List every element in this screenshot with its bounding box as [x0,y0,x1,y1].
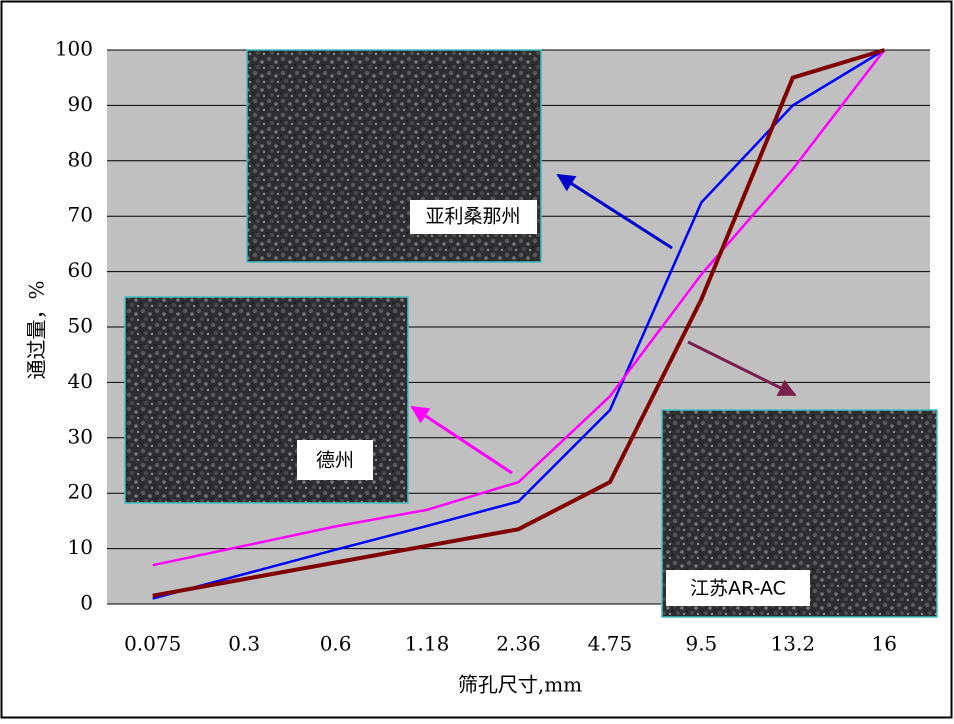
y-tick-label: 40 [68,369,93,393]
photo-label: 德州 [316,450,354,472]
y-axis-title: 通过量，% [25,280,49,379]
x-tick-label: 16 [872,632,897,656]
y-tick-label: 50 [68,314,93,338]
x-tick-label: 0.6 [320,632,352,656]
y-tick-label: 90 [68,92,93,116]
x-tick-label: 1.18 [405,632,450,656]
y-tick-label: 20 [68,480,93,504]
x-tick-label: 2.36 [496,632,541,656]
x-tick-label: 9.5 [685,632,717,656]
photo-label: 亚利桑那州 [425,206,520,228]
x-axis-title: 筛孔尺寸,mm [458,673,582,697]
photo-label: 江苏AR-AC [690,578,786,600]
x-tick-label: 0.075 [124,632,181,656]
chart: 亚利桑那州 德州 江苏AR-AC 筛孔尺寸,mm 通过量，% 0 10 20 30 40… [0,0,954,720]
x-tick-label: 13.2 [771,632,816,656]
y-tick-label: 10 [68,535,93,559]
x-tick-label: 0.3 [228,632,260,656]
y-tick-label: 0 [80,591,93,615]
x-tick-label: 4.75 [588,632,633,656]
y-tick-label: 80 [68,147,93,171]
y-tick-label: 70 [68,203,93,227]
y-tick-label: 30 [68,424,93,448]
y-tick-label: 60 [68,258,93,282]
y-tick-label: 100 [55,37,93,61]
